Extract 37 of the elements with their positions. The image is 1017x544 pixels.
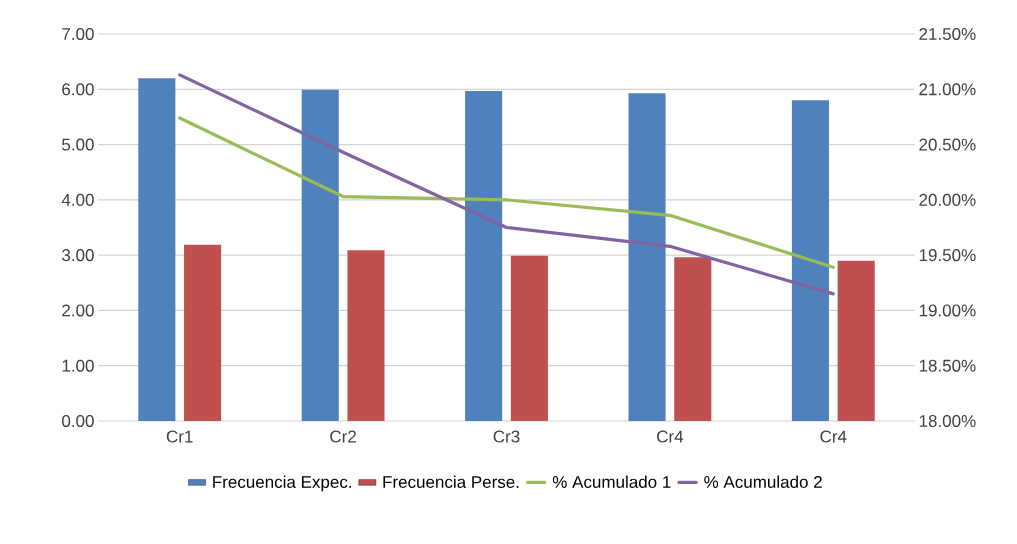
line-series	[178, 73, 835, 296]
y-tick-label: 5.00	[62, 138, 94, 151]
legend-label: % Acumulado 2	[704, 475, 822, 488]
y2-tick-label: 18.50%	[919, 359, 976, 372]
bar	[791, 100, 829, 421]
x-tick-label: Cr2	[330, 430, 356, 443]
y-tick-label: 7.00	[62, 27, 94, 41]
bar	[510, 255, 548, 421]
bar	[674, 257, 712, 421]
x-tick-label: Cr4	[657, 430, 684, 443]
y-tick-label: 0.00	[62, 414, 94, 428]
bar	[138, 78, 176, 421]
legend-label: % Acumulado 1	[552, 475, 671, 488]
y-tick-label: 2.00	[62, 304, 94, 317]
y2-tick-label: 20.00%	[919, 193, 976, 206]
y2-tick-label: 18.00%	[919, 414, 976, 428]
y-tick-label: 6.00	[62, 83, 94, 96]
y2-tick-label: 21.00%	[919, 83, 976, 96]
y2-tick-label: 21.50%	[919, 27, 976, 41]
bar	[347, 250, 385, 421]
y-tick-label: 4.00	[61, 193, 94, 206]
line-series	[178, 116, 835, 269]
legend-label: Frecuencia Expec.	[213, 475, 351, 492]
legend-label: Frecuencia Perse.	[383, 475, 519, 488]
y2-tick-label: 20.50%	[919, 138, 976, 151]
x-tick-label: Cr4	[820, 430, 847, 443]
bar	[628, 93, 666, 421]
x-tick-label: Cr1	[166, 430, 193, 443]
bar	[465, 90, 503, 421]
y-tick-label: 3.00	[62, 249, 94, 262]
y-tick-label: 1.00	[62, 359, 94, 372]
bar	[837, 260, 875, 421]
y2-tick-label: 19.00%	[919, 304, 976, 317]
bar	[184, 244, 222, 421]
y2-tick-label: 19.50%	[919, 249, 976, 262]
bar	[301, 89, 339, 421]
x-tick-label: Cr3	[493, 430, 520, 443]
